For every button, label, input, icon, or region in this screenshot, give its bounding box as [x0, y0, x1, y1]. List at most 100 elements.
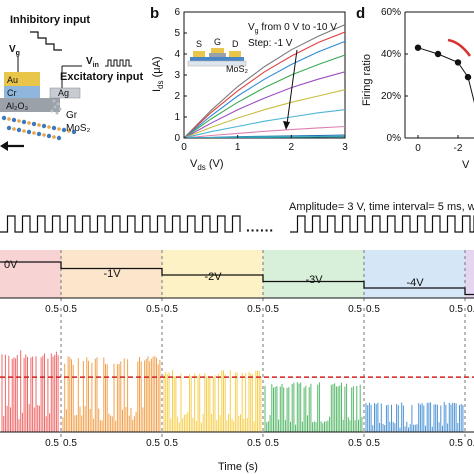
gate-step-tick-right: 0.5: [45, 304, 59, 315]
inset-gate: [211, 48, 224, 53]
inset-dielectric: [209, 53, 226, 57]
firing-ratio-point-0: [414, 44, 422, 51]
pulse-ellipsis: ······: [246, 222, 274, 238]
gate-step-label-1: -1V: [104, 268, 122, 280]
gate-step-tick-labels: 0.5 0.5 0.5 0.5 0.5 0.5 0.5 0.5 0.5 0.5: [45, 304, 474, 315]
iv-curve-1: [184, 31, 345, 138]
iv-curve-7: [184, 125, 345, 138]
b-y-tick-label: 5: [174, 28, 180, 39]
d-x-tick-label: -2: [454, 143, 463, 154]
spike-tick-right: 0.5: [247, 438, 261, 449]
cr-label: Cr: [7, 88, 17, 98]
panel-d-letter: d: [356, 5, 365, 22]
panel-b-chart: b 0 1 2 3 0 1 2 3 4 5 6 Vds (V) Ids (μA) Vg from 0…: [150, 5, 348, 172]
gate-step-trace: [0, 261, 474, 296]
excitatory-waveform-icon: [105, 59, 132, 67]
panel-b-ticks: 0 1 2 3 0 1 2 3 4 5 6: [174, 7, 348, 153]
spike-xlabel: Time (s): [218, 461, 258, 473]
al2o3-layer: [0, 98, 60, 112]
d-y-tick-label: 20%: [381, 91, 401, 102]
ag-filament: [50, 99, 62, 115]
iv-curve-10: [184, 136, 345, 138]
b-x-tick-label: 3: [342, 142, 348, 153]
spike-tick-left: 0.5: [63, 438, 77, 449]
b-x-tick-label: 2: [289, 142, 295, 153]
spike-segment-3: [264, 382, 363, 432]
spike-tick-labels: 0.5 0.5 0.5 0.5 0.5 0.5 0.5 0.5 0.5 0.5: [45, 438, 474, 449]
d-x-tick-label: 0: [415, 143, 421, 154]
firing-ratio-line: [417, 47, 474, 104]
gate-step-tick-right: 0.5: [146, 304, 160, 315]
spike-tick-right: 0.5: [146, 438, 160, 449]
firing-ratio-point-2: [454, 59, 462, 66]
inset-mos2-label: MoS₂: [226, 64, 249, 74]
gate-step-tick-right: 0.5: [247, 304, 261, 315]
spike-tick-left: 0.5: [467, 438, 474, 449]
mos2-label: MoS₂: [66, 123, 91, 134]
segment-dividers: [60, 308, 466, 440]
gate-step-tick-left: 0.5: [467, 304, 474, 315]
gr-label: Gr: [66, 110, 78, 121]
gate-step-labels: 0V -1V -2V -3V -4V: [4, 259, 424, 289]
d-y-tick-label: 0%: [387, 133, 402, 144]
spike-segment-1: [62, 356, 161, 432]
d-y-tick-label: 60%: [381, 7, 401, 18]
panel-b-sweep-arrow: [286, 49, 298, 125]
au-layer: [4, 72, 40, 86]
gate-step-label-2: -2V: [205, 271, 223, 283]
spike-tick-right: 0.5: [348, 438, 362, 449]
pulse-train-left: [0, 215, 241, 233]
spike-traces: [1, 350, 464, 432]
b-y-tick-label: 0: [174, 133, 180, 144]
iv-curve-4: [184, 71, 345, 138]
spike-tick-left: 0.5: [265, 438, 279, 449]
b-y-tick-label: 2: [174, 91, 180, 102]
pulse-caption: Amplitude= 3 V, time interval= 5 ms, wid…: [289, 201, 474, 213]
panel-b-inset-device: S G D MoS₂: [187, 37, 249, 74]
inset-channel: [190, 57, 244, 61]
mos2-lattice: [1, 115, 77, 141]
inset-drain: [229, 51, 241, 57]
spike-tick-left: 0.5: [164, 438, 178, 449]
inset-d-label: D: [232, 39, 239, 49]
iv-curve-2: [184, 40, 345, 138]
gate-step-label-0: 0V: [4, 259, 18, 271]
inset-source: [193, 51, 205, 57]
inset-substrate: [187, 60, 247, 67]
gate-step-tick-right: 0.5: [348, 304, 362, 315]
panel-d-chart: d 0% 20% 40% 60% 0 -2 Firing ratio V: [356, 5, 474, 171]
spike-tick-right: 0.5: [449, 438, 463, 449]
b-y-tick-label: 6: [174, 7, 180, 18]
b-y-tick-label: 1: [174, 112, 180, 123]
spike-segment-4: [365, 402, 464, 432]
ag-label: Ag: [58, 88, 69, 98]
b-x-tick-label: 1: [235, 142, 241, 153]
panel-b-letter: b: [150, 5, 159, 22]
spike-segment-2: [163, 370, 262, 432]
gate-step-tick-left: 0.5: [63, 304, 77, 315]
gate-step-bg-3: [263, 250, 364, 298]
current-arrow-head-icon: [0, 141, 8, 151]
gate-step-backgrounds: [0, 250, 474, 304]
cr-layer: [4, 86, 40, 98]
ag-layer: [49, 87, 81, 99]
spike-tick-left: 0.5: [366, 438, 380, 449]
spike-segment-0: [1, 350, 59, 432]
al2o3-label: Al₂O₃: [6, 101, 28, 111]
gate-step-panel: 0V-1V -2V -3V -4V 0.5 0.5 0.5 0.5 0.5 0.5 0.5 0.5 0…: [0, 250, 474, 315]
gate-step-label-4: -4V: [407, 277, 425, 289]
panel-d-xlabel: V: [462, 159, 470, 171]
gate-step-bg-4: [364, 250, 465, 298]
excitatory-input-label: Excitatory input: [60, 71, 143, 83]
panel-b-ylabel: Ids (μA): [151, 56, 165, 92]
d-y-tick-label: 40%: [381, 49, 401, 60]
gate-step-bg-1: [61, 250, 162, 298]
spike-tick-right: 0.5: [45, 438, 59, 449]
panel-b-curves: [184, 24, 345, 138]
firing-ratio-point-3: [464, 73, 472, 81]
panel-b-legend-line2: Step: -1 V: [248, 38, 293, 49]
b-x-tick-label: 0: [181, 142, 187, 153]
gate-step-tick-left: 0.5: [366, 304, 380, 315]
iv-curve-3: [184, 54, 345, 138]
